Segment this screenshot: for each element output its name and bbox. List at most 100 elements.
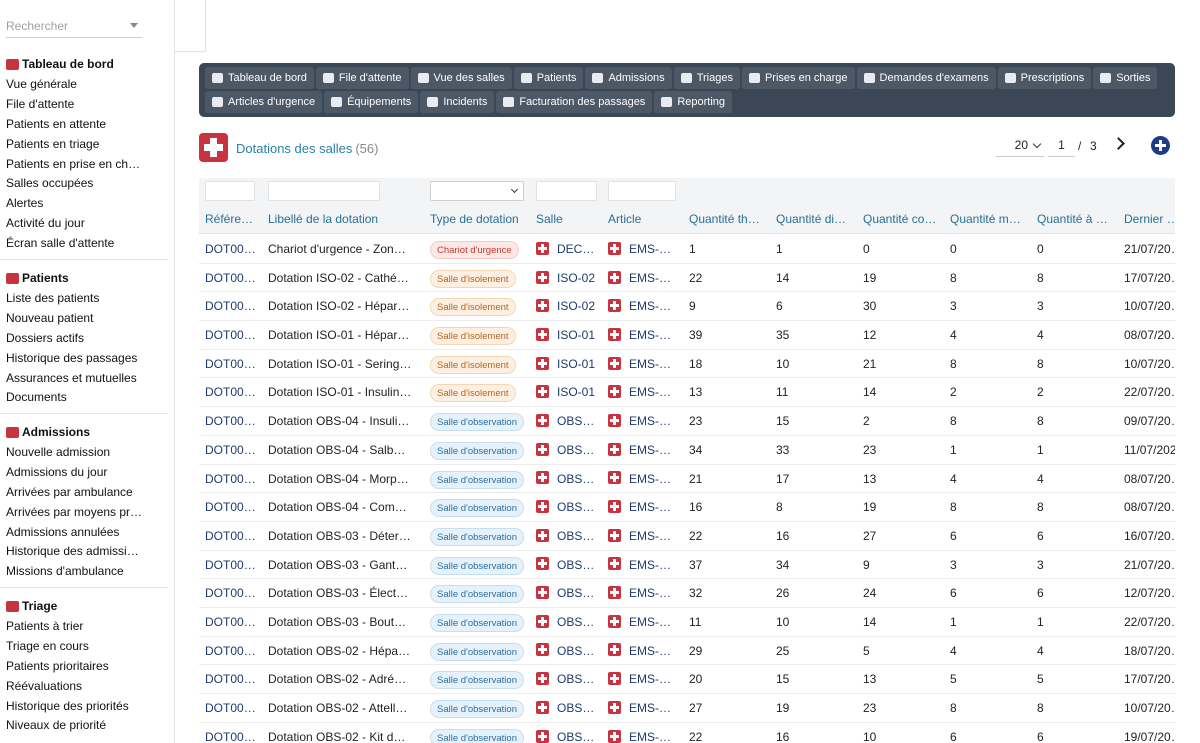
table-row[interactable]: DOT0043 Dotation OBS-03 - Bouteille d'oxy… <box>199 608 1175 637</box>
toolbar-button[interactable]: Demandes d'examens <box>856 67 996 89</box>
toolbar-button[interactable]: Équipements <box>324 91 419 113</box>
reference-cell[interactable]: DOT0054 <box>205 299 257 314</box>
reference-cell[interactable]: DOT0055 <box>205 270 257 285</box>
salle-cell[interactable]: OBS-03 <box>536 551 596 579</box>
filter-article[interactable] <box>608 181 676 201</box>
toolbar-button[interactable]: File d'attente <box>315 67 409 89</box>
reference-cell[interactable]: DOT0048 <box>205 471 257 486</box>
table-row[interactable]: DOT0044 Dotation OBS-03 - Électrodes ECG S… <box>199 579 1175 608</box>
table-row[interactable]: DOT0041 Dotation OBS-02 - Adrénaline Salle… <box>199 665 1175 694</box>
sidebar-item[interactable]: Activité du jour <box>6 216 85 231</box>
sidebar-section-title[interactable]: Patients <box>0 268 174 288</box>
sidebar-section-title[interactable]: Admissions <box>0 422 174 442</box>
article-cell[interactable]: EMS-005 <box>608 665 676 693</box>
sidebar-item[interactable]: Arrivées par ambulance <box>6 484 133 499</box>
salle-cell[interactable]: OBS-02 <box>536 665 596 693</box>
table-row[interactable]: DOT0054 Dotation ISO-02 - Héparine sodiqu… <box>199 292 1175 322</box>
sidebar-item[interactable]: Admissions annulées <box>6 524 120 539</box>
article-cell[interactable]: EMS-006 <box>608 407 676 435</box>
table-row[interactable]: DOT0042 Dotation OBS-02 - Héparine sodiqu… <box>199 637 1175 666</box>
article-cell[interactable]: EMS-026 <box>608 608 676 636</box>
salle-cell[interactable]: ISO-02 <box>536 264 596 292</box>
sidebar-item[interactable]: Liste des patients <box>6 291 100 305</box>
sidebar-item[interactable]: Salles occupées <box>6 176 94 191</box>
next-page-icon[interactable] <box>1112 137 1125 150</box>
toolbar-button[interactable]: Prescriptions <box>997 67 1092 89</box>
column-header[interactable]: Dernier contrôle <box>1124 212 1175 226</box>
table-row[interactable]: DOT0039 Dotation OBS-02 - Kit de perfusio… <box>199 723 1175 743</box>
salle-cell[interactable]: OBS-04 <box>536 407 596 435</box>
filter-libelle[interactable] <box>268 181 380 201</box>
reference-cell[interactable]: DOT0041 <box>205 672 257 687</box>
reference-cell[interactable]: DOT0046 <box>205 528 257 543</box>
salle-cell[interactable]: OBS-02 <box>536 694 596 722</box>
salle-cell[interactable]: OBS-03 <box>536 608 596 636</box>
salle-cell[interactable]: OBS-04 <box>536 436 596 464</box>
table-row[interactable]: DOT0055 Dotation ISO-02 - Cathéter veineu… <box>199 264 1175 293</box>
table-row[interactable]: DOT0053 Dotation ISO-01 - Héparine sodiqu… <box>199 321 1175 350</box>
reference-cell[interactable]: DOT0051 <box>205 385 257 400</box>
sidebar-section-title[interactable]: Triage <box>0 596 174 616</box>
toolbar-button[interactable]: Articles d'urgence <box>205 91 323 113</box>
table-row[interactable]: DOT0052 Dotation ISO-01 - Seringue 10 ml S… <box>199 350 1175 379</box>
salle-cell[interactable]: ISO-01 <box>536 378 596 406</box>
salle-cell[interactable]: OBS-04 <box>536 493 596 521</box>
sidebar-item[interactable]: Triage en cours <box>6 638 89 653</box>
sidebar-item[interactable]: Historique des passages <box>6 350 138 365</box>
article-cell[interactable]: EMS-013 <box>608 579 676 607</box>
reference-cell[interactable]: DOT0047 <box>205 500 257 515</box>
article-cell[interactable]: EMS-015 <box>608 493 676 521</box>
sidebar-item[interactable]: Réévaluations <box>6 678 83 693</box>
salle-cell[interactable]: OBS-03 <box>536 522 596 550</box>
toolbar-button[interactable]: Patients <box>513 67 584 89</box>
salle-cell[interactable]: OBS-02 <box>536 637 596 665</box>
sidebar-section-title[interactable]: Tableau de bord <box>0 54 174 74</box>
toolbar-button[interactable]: Sorties <box>1093 67 1158 89</box>
sidebar-item[interactable]: Nouvelle admission <box>6 445 111 459</box>
sidebar-item[interactable]: Admissions du jour <box>6 464 108 479</box>
reference-cell[interactable]: DOT0045 <box>205 557 257 572</box>
sidebar-item[interactable]: Vue générale <box>6 77 77 91</box>
article-cell[interactable]: EMS-025 <box>608 723 676 743</box>
reference-cell[interactable]: DOT0042 <box>205 643 257 658</box>
toolbar-button[interactable]: Prises en charge <box>741 67 855 89</box>
column-header[interactable]: Quantité à réapprovisionner <box>1037 212 1111 226</box>
table-row[interactable]: DOT0045 Dotation OBS-03 - Gants d'examen S… <box>199 551 1175 580</box>
sidebar-item[interactable]: Nouveau patient <box>6 310 94 325</box>
reference-cell[interactable]: DOT0052 <box>205 356 257 371</box>
sidebar-item[interactable]: Alertes <box>6 196 44 211</box>
article-cell[interactable]: EMS-002 <box>608 465 676 493</box>
reference-cell[interactable]: DOT0044 <box>205 586 257 601</box>
table-row[interactable]: DOT0040 Dotation OBS-02 - Attelle d'immob… <box>199 694 1175 723</box>
reference-cell[interactable]: DOT0040 <box>205 701 257 715</box>
salle-cell[interactable]: ISO-01 <box>536 321 596 349</box>
column-header[interactable]: Libellé de la dotation <box>268 212 379 226</box>
article-cell[interactable]: EMS-012 <box>608 694 676 722</box>
article-cell[interactable]: EMS-009 <box>608 264 676 292</box>
article-cell[interactable]: EMS-017 <box>608 350 676 378</box>
salle-cell[interactable]: ISO-02 <box>536 292 596 320</box>
table-row[interactable]: DOT0050 Dotation OBS-04 - Insuline rapide… <box>199 407 1175 436</box>
reference-cell[interactable]: DOT0049 <box>205 442 257 457</box>
article-cell[interactable]: EMS-008 <box>608 321 676 349</box>
search-input[interactable] <box>6 16 126 36</box>
toolbar-button[interactable]: Triages <box>673 67 740 89</box>
reference-cell[interactable]: DOT0056 <box>205 242 257 256</box>
salle-cell[interactable]: DEC-01 <box>536 235 596 263</box>
toolbar-button[interactable]: Incidents <box>420 91 495 113</box>
sidebar-item[interactable]: Patients à trier <box>6 619 84 633</box>
filter-salle[interactable] <box>536 181 597 201</box>
column-header[interactable]: Quantité manquante <box>950 212 1024 226</box>
filter-type-select[interactable] <box>430 181 524 201</box>
reference-cell[interactable]: DOT0043 <box>205 614 257 629</box>
column-header[interactable]: Quantité théorique <box>689 212 763 226</box>
table-row[interactable]: DOT0048 Dotation OBS-04 - Morphine Salle d… <box>199 465 1175 494</box>
reference-cell[interactable]: DOT0039 <box>205 729 257 743</box>
sidebar-item[interactable]: Arrivées par moyens propres <box>6 504 145 519</box>
sidebar-item[interactable]: Patients prioritaires <box>6 658 109 673</box>
page-size-select[interactable]: 20 <box>996 135 1044 157</box>
article-cell[interactable]: EMS-029 <box>608 522 676 550</box>
sidebar-item[interactable]: Missions d'ambulance <box>6 564 124 579</box>
article-cell[interactable]: EMS-008 <box>608 292 676 320</box>
sidebar-item[interactable]: Écran salle d'attente <box>6 236 115 251</box>
